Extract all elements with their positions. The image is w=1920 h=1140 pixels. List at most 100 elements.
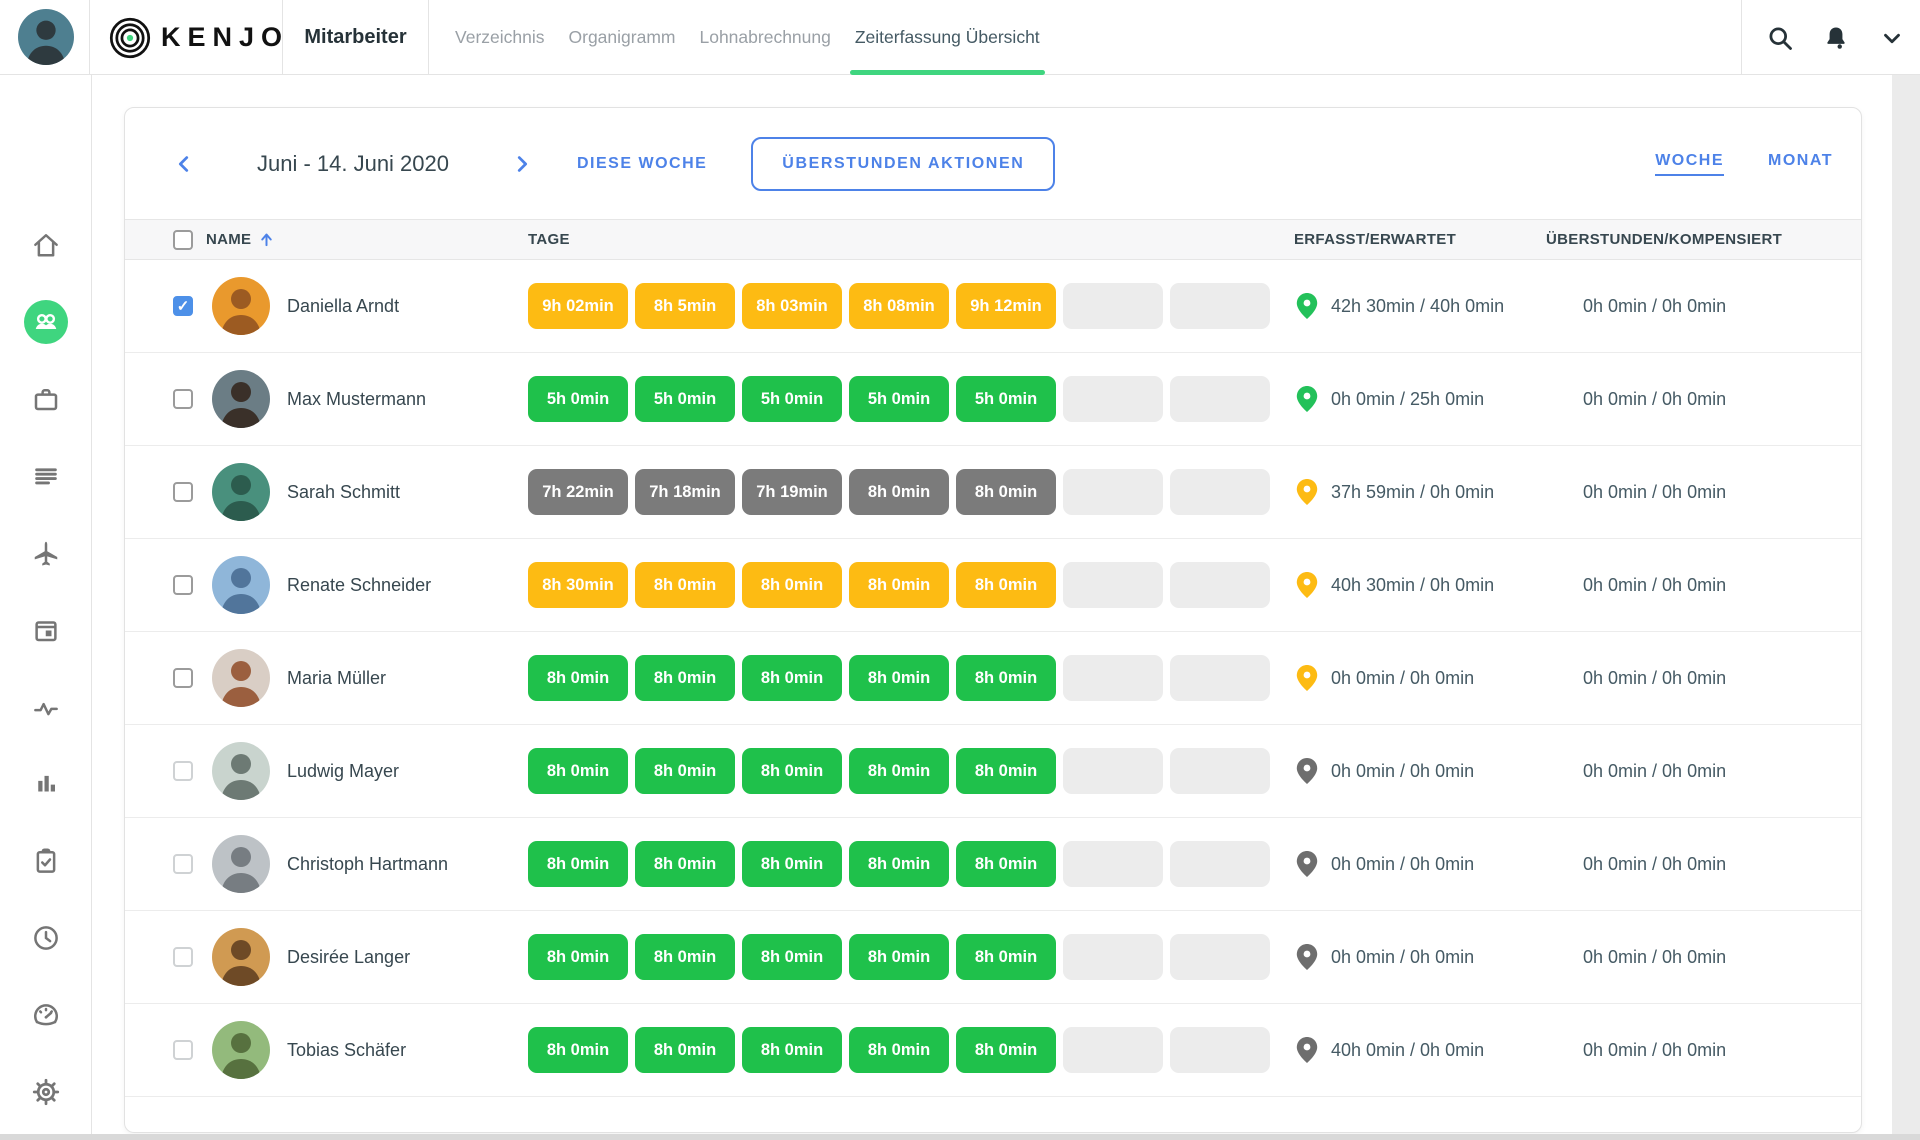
day-chip-empty[interactable] <box>1170 283 1270 329</box>
day-chip[interactable]: 7h 19min <box>742 469 842 515</box>
day-chip[interactable]: 8h 0min <box>849 841 949 887</box>
day-chip[interactable]: 8h 0min <box>528 934 628 980</box>
day-chip[interactable]: 8h 0min <box>635 655 735 701</box>
employee-avatar[interactable] <box>212 463 270 521</box>
sidebar-item-employees[interactable] <box>23 300 68 344</box>
day-chip[interactable]: 5h 0min <box>528 376 628 422</box>
day-chip[interactable]: 8h 0min <box>742 562 842 608</box>
day-chip[interactable]: 8h 0min <box>635 841 735 887</box>
day-chip[interactable]: 8h 0min <box>528 748 628 794</box>
day-chip[interactable]: 8h 0min <box>956 655 1056 701</box>
employee-avatar[interactable] <box>212 649 270 707</box>
day-chip[interactable]: 9h 02min <box>528 283 628 329</box>
day-chip[interactable]: 9h 12min <box>956 283 1056 329</box>
employee-avatar[interactable] <box>212 1021 270 1079</box>
day-chip-empty[interactable] <box>1170 748 1270 794</box>
day-chip-empty[interactable] <box>1170 655 1270 701</box>
employee-avatar[interactable] <box>212 370 270 428</box>
row-checkbox[interactable] <box>173 761 193 781</box>
next-week-button[interactable] <box>509 151 535 177</box>
day-chip-empty[interactable] <box>1063 283 1163 329</box>
day-chip[interactable]: 8h 0min <box>742 1027 842 1073</box>
sidebar-item-tasks[interactable] <box>24 839 68 883</box>
day-chip[interactable]: 8h 0min <box>849 1027 949 1073</box>
day-chip-empty[interactable] <box>1063 562 1163 608</box>
day-chip[interactable]: 8h 0min <box>849 748 949 794</box>
row-checkbox[interactable] <box>173 947 193 967</box>
day-chip[interactable]: 8h 0min <box>956 841 1056 887</box>
week-view-button[interactable]: WOCHE <box>1655 152 1725 176</box>
day-chip[interactable]: 8h 0min <box>956 748 1056 794</box>
day-chip[interactable]: 8h 0min <box>528 1027 628 1073</box>
day-chip[interactable]: 8h 0min <box>742 748 842 794</box>
day-chip-empty[interactable] <box>1170 376 1270 422</box>
row-checkbox[interactable] <box>173 389 193 409</box>
day-chip[interactable]: 8h 0min <box>849 655 949 701</box>
prev-week-button[interactable] <box>171 151 197 177</box>
employee-avatar[interactable] <box>212 556 270 614</box>
employee-name[interactable]: Christoph Hartmann <box>287 853 449 874</box>
day-chip[interactable]: 8h 0min <box>956 1027 1056 1073</box>
search-icon[interactable] <box>1752 0 1808 75</box>
employee-name[interactable]: Daniella Arndt <box>287 295 400 316</box>
day-chip[interactable]: 7h 18min <box>635 469 735 515</box>
nav-item-lohnabrechnung[interactable]: Lohnabrechnung <box>699 27 831 47</box>
employee-name[interactable]: Tobias Schäfer <box>287 1039 407 1060</box>
employee-name[interactable]: Max Mustermann <box>287 388 427 409</box>
day-chip[interactable]: 8h 0min <box>635 934 735 980</box>
employee-avatar[interactable] <box>212 277 270 335</box>
sidebar-item-calendar[interactable] <box>24 608 68 652</box>
day-chip-empty[interactable] <box>1063 934 1163 980</box>
employee-name[interactable]: Desirée Langer <box>287 946 411 967</box>
nav-item-verzeichnis[interactable]: Verzeichnis <box>455 27 545 47</box>
row-checkbox[interactable] <box>173 482 193 502</box>
sidebar-item-reports[interactable] <box>24 762 68 806</box>
day-chip-empty[interactable] <box>1063 1027 1163 1073</box>
day-chip[interactable]: 8h 0min <box>742 655 842 701</box>
day-chip[interactable]: 8h 30min <box>528 562 628 608</box>
day-chip-empty[interactable] <box>1063 655 1163 701</box>
employee-avatar[interactable] <box>212 835 270 893</box>
day-chip[interactable]: 8h 5min <box>635 283 735 329</box>
day-chip-empty[interactable] <box>1170 1027 1270 1073</box>
employee-name[interactable]: Renate Schneider <box>287 574 432 595</box>
nav-item-organigramm[interactable]: Organigramm <box>568 27 676 47</box>
scrollbar-track[interactable] <box>1892 75 1920 1134</box>
day-chip-empty[interactable] <box>1170 469 1270 515</box>
day-chip[interactable]: 5h 0min <box>742 376 842 422</box>
nav-item-zeiterfassung-uebersicht[interactable]: Zeiterfassung Übersicht <box>849 0 1045 75</box>
column-header-name[interactable]: NAME <box>206 231 528 248</box>
sidebar-item-time[interactable] <box>24 916 68 960</box>
day-chip-empty[interactable] <box>1063 376 1163 422</box>
day-chip[interactable]: 5h 0min <box>849 376 949 422</box>
day-chip[interactable]: 5h 0min <box>956 376 1056 422</box>
kenjo-logo[interactable]: KENJO <box>108 0 289 75</box>
row-checkbox[interactable] <box>173 854 193 874</box>
chevron-down-icon[interactable] <box>1864 0 1920 75</box>
day-chip[interactable]: 8h 0min <box>635 748 735 794</box>
day-chip[interactable]: 8h 0min <box>528 655 628 701</box>
overtime-actions-button[interactable]: ÜBERSTUNDEN AKTIONEN <box>751 136 1056 191</box>
day-chip[interactable]: 7h 22min <box>528 469 628 515</box>
day-chip[interactable]: 8h 0min <box>956 469 1056 515</box>
day-chip[interactable]: 8h 0min <box>742 841 842 887</box>
row-checkbox[interactable] <box>173 1040 193 1060</box>
user-avatar[interactable] <box>18 9 74 65</box>
day-chip-empty[interactable] <box>1170 934 1270 980</box>
day-chip-empty[interactable] <box>1170 562 1270 608</box>
select-all-checkbox[interactable] <box>173 229 193 250</box>
day-chip-empty[interactable] <box>1063 469 1163 515</box>
row-checkbox[interactable] <box>173 296 193 316</box>
day-chip[interactable]: 8h 08min <box>849 283 949 329</box>
sidebar-item-dashboard[interactable] <box>24 993 68 1037</box>
day-chip[interactable]: 5h 0min <box>635 376 735 422</box>
employee-name[interactable]: Ludwig Mayer <box>287 760 400 781</box>
employee-name[interactable]: Maria Müller <box>287 667 387 688</box>
employee-avatar[interactable] <box>212 928 270 986</box>
day-chip-empty[interactable] <box>1063 841 1163 887</box>
sidebar-item-activity[interactable] <box>24 685 68 729</box>
row-checkbox[interactable] <box>173 575 193 595</box>
day-chip[interactable]: 8h 03min <box>742 283 842 329</box>
day-chip[interactable]: 8h 0min <box>956 562 1056 608</box>
day-chip-empty[interactable] <box>1063 748 1163 794</box>
